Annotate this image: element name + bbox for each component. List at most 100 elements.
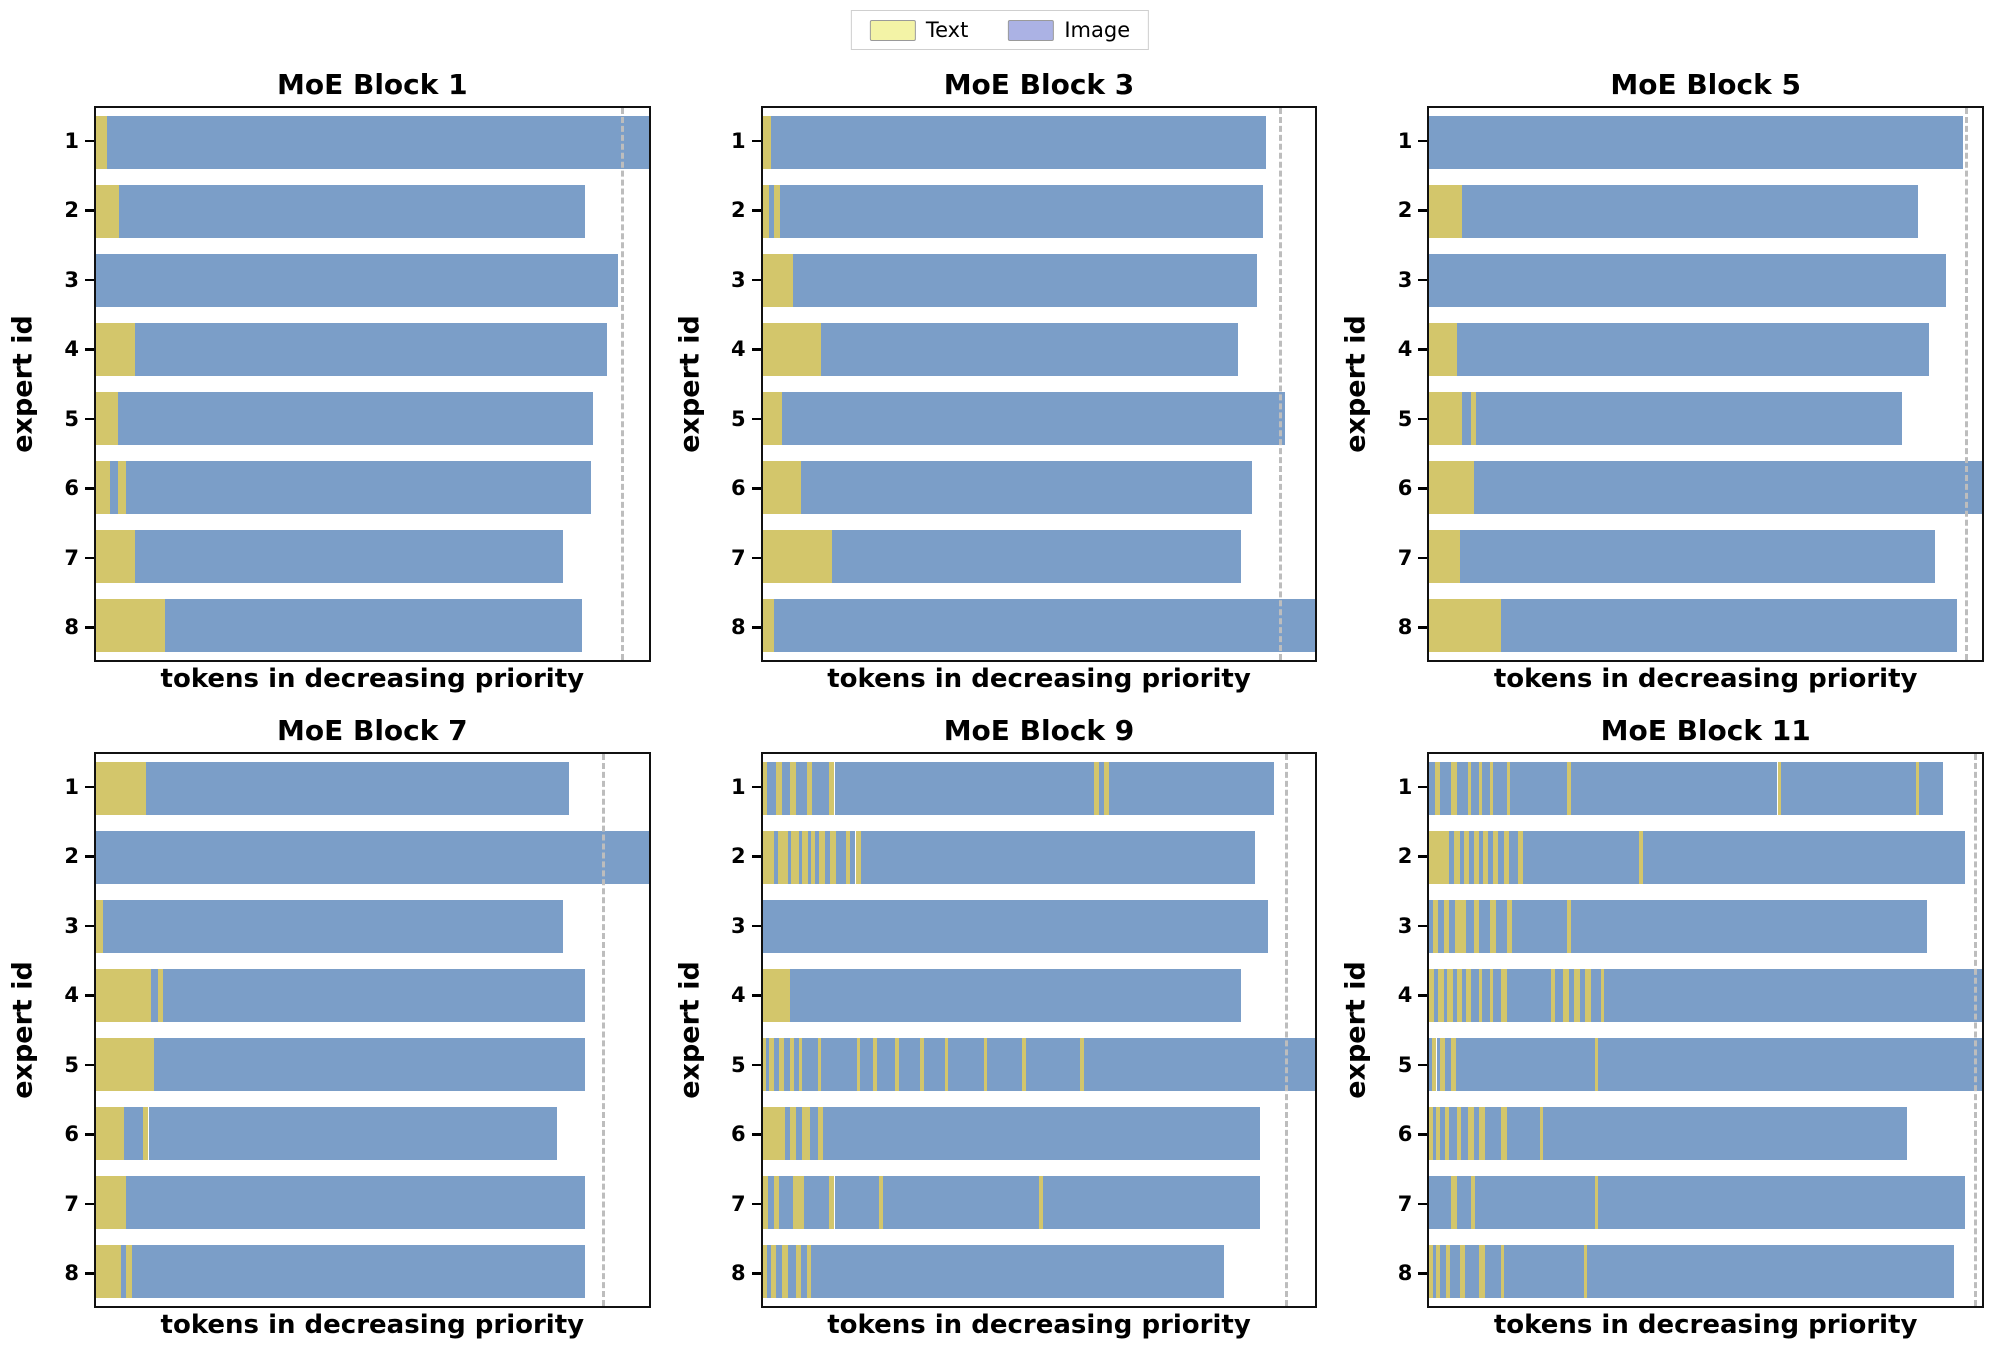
image-token-segment: [1455, 1037, 1596, 1092]
text-token-segment: [1479, 968, 1483, 1023]
text-token-segment: [762, 322, 821, 377]
capacity-line: [1284, 754, 1288, 1306]
y-axis-label: expert id: [673, 106, 707, 662]
y-tick-expert-1: 1: [1373, 752, 1428, 822]
y-tick-label: 3: [64, 913, 79, 938]
plot-area: [1427, 752, 1984, 1308]
text-token-segment: [762, 598, 774, 653]
expert-bar-5: [762, 391, 1316, 446]
image-token-segment: [784, 1106, 791, 1161]
y-tick-expert-7: 7: [1373, 523, 1428, 593]
y-tick-expert-8: 8: [1373, 1239, 1428, 1309]
y-tick-label: 5: [731, 406, 746, 431]
text-token-segment: [1429, 598, 1502, 653]
tick-mark: [1418, 626, 1428, 629]
text-token-segment: [1550, 968, 1556, 1023]
y-tick-expert-4: 4: [40, 315, 94, 385]
text-token-segment: [1429, 830, 1449, 885]
y-tick-expert-2: 2: [707, 822, 761, 892]
text-token-segment: [1094, 761, 1099, 816]
tick-mark: [751, 348, 761, 351]
tick-mark: [1418, 994, 1428, 997]
expert-bar-7: [762, 1175, 1316, 1230]
text-token-segment: [1567, 899, 1571, 954]
image-token-segment: [96, 253, 619, 308]
image-token-segment: [812, 761, 829, 816]
y-tick-label: 7: [64, 545, 79, 570]
image-token-segment: [120, 1244, 127, 1299]
image-token-segment: [924, 1037, 946, 1092]
text-token-segment: [769, 1037, 774, 1092]
text-token-segment: [126, 1244, 132, 1299]
expert-bar-5: [762, 1037, 1316, 1092]
text-token-segment: [1482, 830, 1489, 885]
y-axis-label: expert id: [673, 752, 707, 1308]
plot-area: [94, 106, 651, 662]
text-token-segment: [1429, 529, 1460, 584]
y-tick-label: 4: [731, 983, 746, 1008]
y-tick-label: 8: [1397, 615, 1413, 640]
image-token-segment: [831, 529, 1241, 584]
image-token-segment: [1025, 1037, 1081, 1092]
image-token-segment: [1462, 391, 1471, 446]
text-token-segment: [806, 1244, 812, 1299]
y-tick-expert-7: 7: [707, 523, 761, 593]
image-token-segment: [134, 529, 563, 584]
image-token-segment: [1482, 761, 1491, 816]
text-token-segment: [1432, 899, 1439, 954]
tick-mark: [751, 417, 761, 420]
tick-mark: [751, 855, 761, 858]
y-tick-label: 4: [1397, 337, 1413, 362]
image-token-segment: [787, 830, 792, 885]
image-token-segment: [1098, 761, 1104, 816]
capacity-line: [621, 108, 625, 660]
expert-bar-5: [1429, 391, 1982, 446]
y-tick-expert-2: 2: [1373, 822, 1428, 892]
text-token-segment: [1432, 1037, 1437, 1092]
text-token-segment: [1447, 968, 1453, 1023]
text-token-segment: [1915, 761, 1919, 816]
text-token-segment: [1501, 968, 1507, 1023]
expert-bar-6: [1429, 460, 1982, 515]
y-tick-expert-5: 5: [1373, 384, 1428, 454]
image-token-segment: [783, 1037, 791, 1092]
image-token-segment: [883, 1175, 1039, 1230]
y-tick-label: 5: [731, 1052, 746, 1077]
expert-bar-5: [1429, 1037, 1982, 1092]
image-token-segment: [1479, 899, 1491, 954]
image-token-segment: [1429, 761, 1435, 816]
text-token-segment: [96, 761, 146, 816]
image-token-segment: [861, 830, 1255, 885]
y-tick-labels: 1 2 3 4 5 6 7 8: [1373, 106, 1428, 662]
text-token-segment: [790, 1106, 796, 1161]
text-token-segment: [828, 761, 835, 816]
plot-main: expert id 1 2 3 4 5 6 7 8: [6, 752, 651, 1308]
subplot-title: MoE Block 11: [1600, 714, 1811, 747]
image-token-segment: [1506, 1106, 1540, 1161]
expert-bar-8: [1429, 1244, 1982, 1299]
text-token-segment: [96, 322, 135, 377]
text-token-segment: [1456, 968, 1463, 1023]
tick-mark: [751, 1272, 761, 1275]
tick-mark: [751, 626, 761, 629]
image-token-segment: [1429, 115, 1963, 170]
y-tick-label: 6: [64, 476, 79, 501]
image-token-segment: [165, 598, 583, 653]
y-tick-label: 8: [731, 615, 746, 640]
expert-bar-4: [1429, 322, 1982, 377]
text-token-segment: [1429, 1106, 1433, 1161]
y-tick-labels: 1 2 3 4 5 6 7 8: [40, 752, 94, 1308]
text-token-segment: [790, 761, 796, 816]
text-token-segment: [817, 1106, 824, 1161]
expert-bar-1: [1429, 115, 1982, 170]
tick-mark: [751, 209, 761, 212]
plot-area: [760, 106, 1318, 662]
image-token-segment: [1450, 1244, 1460, 1299]
x-axis-label: tokens in decreasing priority: [827, 664, 1251, 694]
y-tick-expert-2: 2: [40, 176, 94, 246]
expert-bar-5: [96, 391, 649, 446]
text-token-segment: [96, 115, 108, 170]
text-token-segment: [1470, 1175, 1475, 1230]
text-token-segment: [806, 761, 813, 816]
image-token-segment: [781, 391, 1285, 446]
